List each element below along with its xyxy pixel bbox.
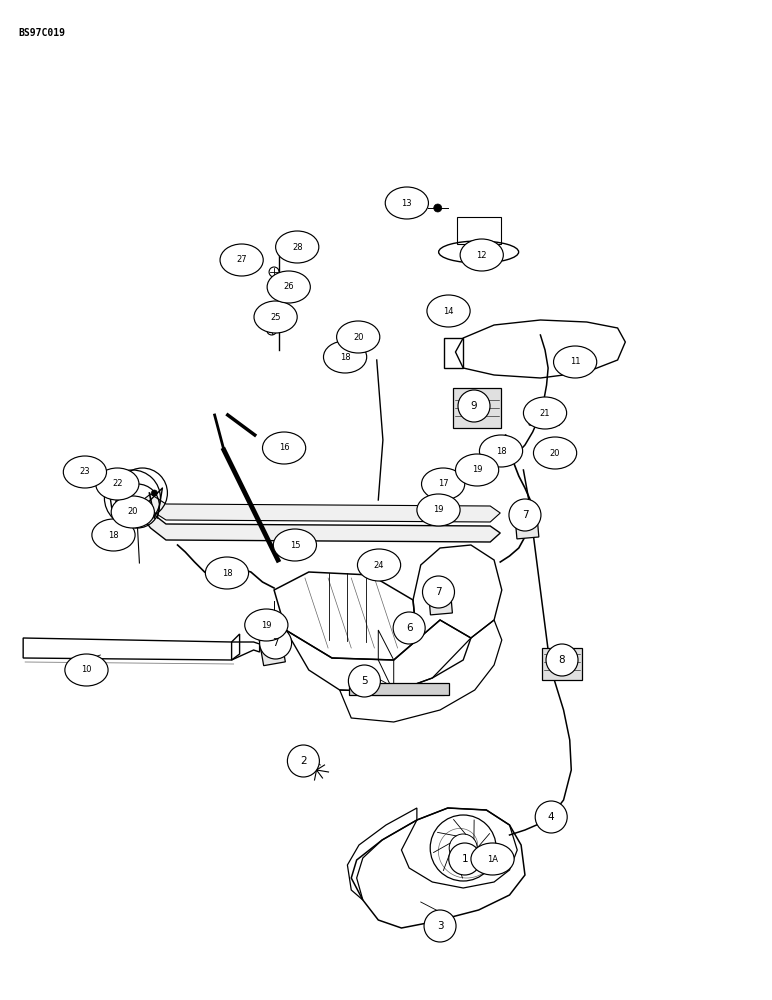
Polygon shape: [349, 683, 449, 695]
Ellipse shape: [254, 301, 297, 333]
Text: 25: 25: [270, 312, 281, 322]
Text: 28: 28: [292, 242, 303, 251]
Text: 2: 2: [300, 756, 306, 766]
Text: 19: 19: [261, 620, 272, 630]
Text: 9: 9: [471, 401, 477, 411]
Ellipse shape: [449, 843, 481, 875]
Text: 7: 7: [522, 510, 528, 520]
Polygon shape: [453, 388, 501, 428]
Text: 5: 5: [361, 676, 367, 686]
Ellipse shape: [96, 468, 139, 500]
Ellipse shape: [422, 576, 455, 608]
Text: 19: 19: [433, 506, 444, 514]
Polygon shape: [258, 630, 286, 666]
Ellipse shape: [276, 231, 319, 263]
Text: 8: 8: [559, 655, 565, 665]
Ellipse shape: [92, 519, 135, 551]
Ellipse shape: [259, 627, 292, 659]
Text: 3: 3: [437, 921, 443, 931]
Ellipse shape: [287, 745, 320, 777]
Ellipse shape: [417, 494, 460, 526]
Ellipse shape: [422, 468, 465, 500]
Text: 1A: 1A: [487, 854, 498, 863]
Ellipse shape: [205, 557, 249, 589]
Polygon shape: [542, 648, 582, 680]
Text: 15: 15: [290, 540, 300, 550]
Text: 18: 18: [340, 353, 350, 361]
Polygon shape: [143, 494, 500, 522]
Polygon shape: [428, 581, 452, 615]
Text: 18: 18: [108, 530, 119, 540]
Ellipse shape: [385, 187, 428, 219]
Polygon shape: [143, 512, 500, 542]
Polygon shape: [374, 685, 444, 695]
Ellipse shape: [273, 529, 317, 561]
Text: 19: 19: [472, 466, 482, 475]
Ellipse shape: [65, 654, 108, 686]
Text: 18: 18: [222, 568, 232, 577]
Ellipse shape: [348, 665, 381, 697]
Ellipse shape: [427, 295, 470, 327]
Text: 1: 1: [462, 854, 468, 864]
Ellipse shape: [424, 910, 456, 942]
Text: 20: 20: [127, 508, 138, 516]
Text: 7: 7: [273, 638, 279, 648]
Ellipse shape: [63, 456, 107, 488]
Text: 16: 16: [279, 444, 290, 452]
Text: 12: 12: [476, 250, 487, 259]
Ellipse shape: [554, 346, 597, 378]
Text: 20: 20: [550, 449, 560, 458]
Text: 14: 14: [443, 306, 454, 316]
Ellipse shape: [546, 644, 578, 676]
Ellipse shape: [337, 321, 380, 353]
Polygon shape: [434, 481, 459, 495]
Ellipse shape: [509, 499, 541, 531]
Circle shape: [151, 490, 157, 496]
Circle shape: [434, 204, 442, 212]
Text: 13: 13: [401, 199, 412, 208]
Text: 21: 21: [540, 408, 550, 418]
Ellipse shape: [471, 843, 514, 875]
Ellipse shape: [460, 239, 503, 271]
Ellipse shape: [262, 432, 306, 464]
Text: 27: 27: [236, 255, 247, 264]
Text: 6: 6: [406, 623, 412, 633]
Ellipse shape: [479, 435, 523, 467]
Ellipse shape: [533, 437, 577, 469]
Text: 24: 24: [374, 560, 384, 569]
Ellipse shape: [458, 390, 490, 422]
Text: 7: 7: [435, 587, 442, 597]
Ellipse shape: [220, 244, 263, 276]
Ellipse shape: [245, 609, 288, 641]
Ellipse shape: [523, 397, 567, 429]
Ellipse shape: [111, 496, 154, 528]
Text: BS97C019: BS97C019: [18, 28, 65, 38]
Ellipse shape: [535, 801, 567, 833]
Text: 11: 11: [570, 358, 581, 366]
Text: 18: 18: [496, 447, 506, 456]
Text: 23: 23: [80, 468, 90, 477]
Text: 22: 22: [112, 480, 123, 488]
Text: 20: 20: [353, 332, 364, 342]
Text: 10: 10: [81, 666, 92, 675]
Ellipse shape: [357, 549, 401, 581]
Text: 26: 26: [283, 282, 294, 291]
Ellipse shape: [393, 612, 425, 644]
Polygon shape: [514, 505, 539, 539]
Ellipse shape: [323, 341, 367, 373]
Text: 17: 17: [438, 480, 449, 488]
Ellipse shape: [267, 271, 310, 303]
Ellipse shape: [455, 454, 499, 486]
Text: 4: 4: [548, 812, 554, 822]
